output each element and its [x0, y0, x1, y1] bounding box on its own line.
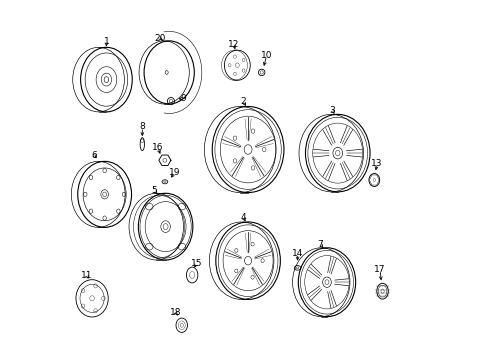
Text: 14: 14 [291, 249, 303, 258]
Text: 8: 8 [139, 122, 145, 131]
Text: 16: 16 [152, 143, 163, 152]
Text: 2: 2 [240, 97, 246, 106]
Text: 13: 13 [371, 159, 382, 168]
Text: 17: 17 [373, 265, 385, 274]
Text: 10: 10 [261, 51, 272, 60]
Text: 9: 9 [180, 94, 186, 103]
Text: 11: 11 [81, 270, 92, 279]
Text: 3: 3 [329, 105, 335, 114]
Text: 18: 18 [169, 308, 181, 317]
Text: 6: 6 [91, 151, 97, 160]
Text: 4: 4 [240, 213, 246, 222]
Text: 19: 19 [168, 168, 180, 177]
Text: 1: 1 [103, 37, 109, 46]
Text: 7: 7 [317, 240, 323, 249]
Text: 5: 5 [151, 186, 157, 195]
Text: 20: 20 [154, 34, 165, 43]
Text: 12: 12 [227, 40, 239, 49]
Text: 15: 15 [191, 259, 202, 268]
